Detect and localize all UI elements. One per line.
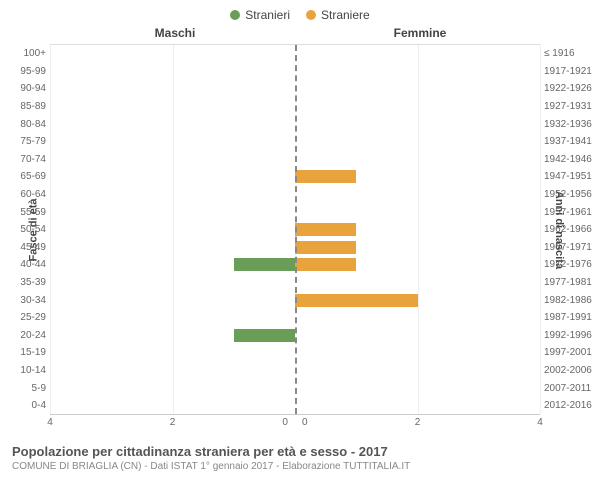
age-label: 30-34 bbox=[6, 295, 46, 306]
bar-female bbox=[295, 294, 418, 307]
x-tick: 0 bbox=[282, 417, 288, 428]
birth-label: 1987-1991 bbox=[544, 312, 600, 323]
birth-label: 1962-1966 bbox=[544, 224, 600, 235]
legend-male-label: Stranieri bbox=[245, 8, 290, 22]
title-male: Maschi bbox=[0, 26, 300, 40]
age-label: 10-14 bbox=[6, 365, 46, 376]
age-label: 0-4 bbox=[6, 400, 46, 411]
age-label: 85-89 bbox=[6, 101, 46, 112]
age-label: 35-39 bbox=[6, 277, 46, 288]
birth-label: 1942-1946 bbox=[544, 154, 600, 165]
x-axis: 4 2 0 0 2 4 bbox=[50, 414, 540, 434]
legend-female-label: Straniere bbox=[321, 8, 370, 22]
age-label: 40-44 bbox=[6, 259, 46, 270]
age-label: 45-49 bbox=[6, 242, 46, 253]
legend-male-swatch bbox=[230, 10, 240, 20]
birth-label: 1957-1961 bbox=[544, 207, 600, 218]
birth-label: 1972-1976 bbox=[544, 259, 600, 270]
age-label: 70-74 bbox=[6, 154, 46, 165]
x-tick: 0 bbox=[302, 417, 308, 428]
bar-female bbox=[295, 258, 356, 271]
birth-label: ≤ 1916 bbox=[544, 48, 600, 59]
x-tick: 4 bbox=[47, 417, 53, 428]
birth-label: 1977-1981 bbox=[544, 277, 600, 288]
bar-female bbox=[295, 241, 356, 254]
birth-label: 1947-1951 bbox=[544, 171, 600, 182]
bar-male bbox=[234, 258, 295, 271]
age-label: 5-9 bbox=[6, 383, 46, 394]
birth-label: 1997-2001 bbox=[544, 347, 600, 358]
birth-label: 1982-1986 bbox=[544, 295, 600, 306]
age-label: 60-64 bbox=[6, 189, 46, 200]
chart-column-titles: Maschi Femmine bbox=[0, 26, 600, 40]
birth-label: 1952-1956 bbox=[544, 189, 600, 200]
x-tick: 4 bbox=[537, 417, 543, 428]
legend-female: Straniere bbox=[306, 8, 370, 22]
title-female: Femmine bbox=[300, 26, 600, 40]
age-label: 15-19 bbox=[6, 347, 46, 358]
birth-label: 1927-1931 bbox=[544, 101, 600, 112]
chart-title: Popolazione per cittadinanza straniera p… bbox=[12, 444, 588, 459]
age-label: 100+ bbox=[6, 48, 46, 59]
birth-label: 1992-1996 bbox=[544, 330, 600, 341]
legend: Stranieri Straniere bbox=[0, 0, 600, 26]
x-tick: 2 bbox=[415, 417, 421, 428]
bar-female bbox=[295, 170, 356, 183]
age-label: 50-54 bbox=[6, 224, 46, 235]
legend-female-swatch bbox=[306, 10, 316, 20]
center-divider bbox=[295, 45, 297, 414]
birth-label: 2007-2011 bbox=[544, 383, 600, 394]
birth-label: 2002-2006 bbox=[544, 365, 600, 376]
age-label: 65-69 bbox=[6, 171, 46, 182]
age-label: 90-94 bbox=[6, 83, 46, 94]
age-label: 25-29 bbox=[6, 312, 46, 323]
birth-label: 1967-1971 bbox=[544, 242, 600, 253]
bar-female bbox=[295, 223, 356, 236]
age-label: 20-24 bbox=[6, 330, 46, 341]
gridline bbox=[540, 45, 541, 414]
legend-male: Stranieri bbox=[230, 8, 290, 22]
bar-male bbox=[234, 329, 295, 342]
age-label: 95-99 bbox=[6, 66, 46, 77]
birth-label: 1917-1921 bbox=[544, 66, 600, 77]
age-label: 80-84 bbox=[6, 119, 46, 130]
chart-footer: Popolazione per cittadinanza straniera p… bbox=[0, 434, 600, 472]
birth-label: 1932-1936 bbox=[544, 119, 600, 130]
birth-label: 1937-1941 bbox=[544, 136, 600, 147]
age-label: 55-59 bbox=[6, 207, 46, 218]
x-tick: 2 bbox=[170, 417, 176, 428]
birth-label: 1922-1926 bbox=[544, 83, 600, 94]
birth-label: 2012-2016 bbox=[544, 400, 600, 411]
chart-subtitle: COMUNE DI BRIAGLIA (CN) - Dati ISTAT 1° … bbox=[12, 461, 588, 472]
age-label: 75-79 bbox=[6, 136, 46, 147]
population-pyramid: Fasce di età Anni di nascita 100+≤ 19169… bbox=[50, 44, 540, 414]
